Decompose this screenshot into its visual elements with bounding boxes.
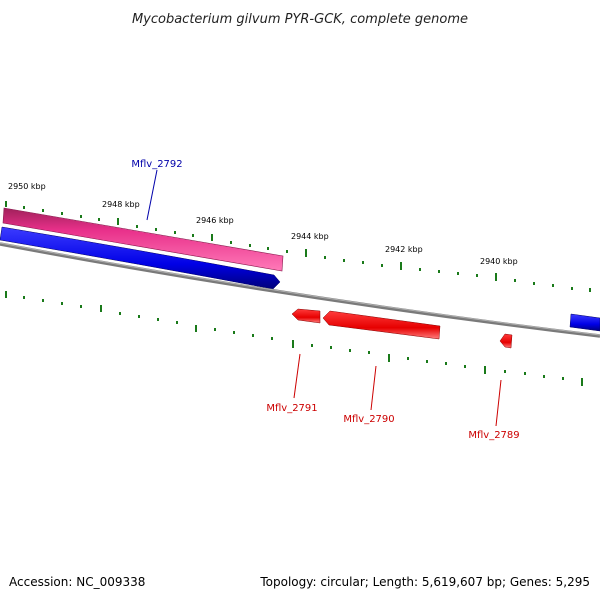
gene-label-forward[interactable]: Mflv_2792 [131,159,182,170]
forward-tick-track [5,201,591,292]
reverse-tick-track [5,291,583,386]
scale-label: 2946 kbp [196,216,234,225]
accession-text: Accession: NC_009338 [9,575,145,589]
scale-labels: 2950 kbp 2948 kbp 2946 kbp 2944 kbp 2942… [8,182,518,266]
genome-backbone [0,242,600,338]
gene-label-reverse[interactable]: Mflv_2790 [343,414,394,425]
reverse-gene-arrow-2790[interactable] [322,310,441,340]
gene-label-leader [146,169,158,221]
genome-summary: Topology: circular; Length: 5,619,607 bp… [259,575,590,589]
reverse-gene-arrow-2791[interactable] [291,308,321,324]
scale-label: 2950 kbp [8,182,46,191]
genome-title: Mycobacterium gilvum PYR-GCK, complete g… [132,12,468,27]
scale-label: 2942 kbp [385,245,423,254]
highlight-gene-band[interactable] [2,207,284,272]
gene-label-leader [293,353,301,399]
reverse-gene-arrow-2789[interactable] [499,333,513,349]
forward-gene-arrow[interactable] [0,226,281,290]
gene-label-reverse[interactable]: Mflv_2791 [266,403,317,414]
forward-gene-fragment[interactable] [569,313,600,332]
gene-label-leader [370,365,377,411]
gene-label-reverse[interactable]: Mflv_2789 [468,430,519,441]
scale-label: 2948 kbp [102,200,140,209]
scale-label: 2940 kbp [480,257,518,266]
scale-label: 2944 kbp [291,232,329,241]
gene-label-leader [495,379,502,427]
